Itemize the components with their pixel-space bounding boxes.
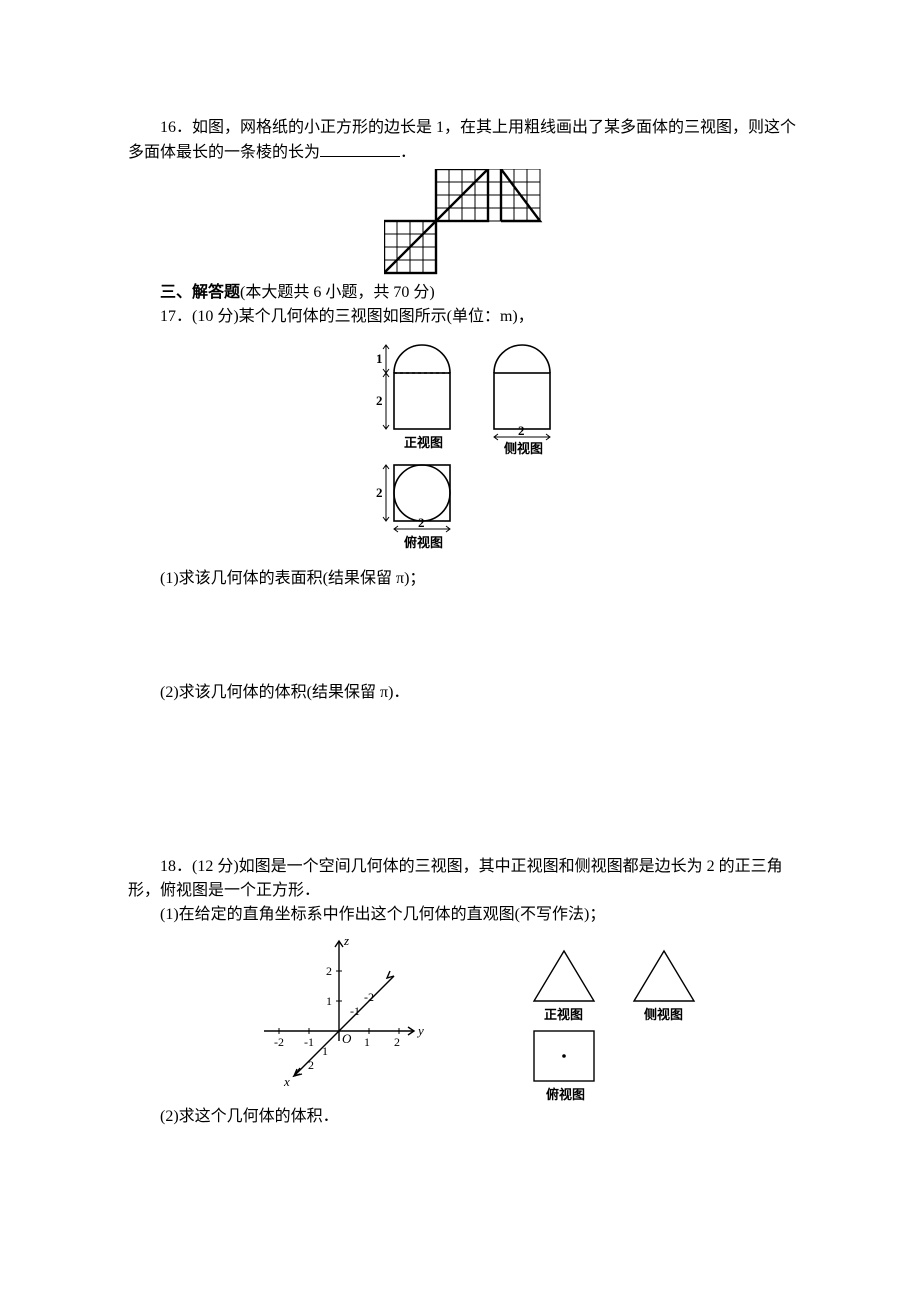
q18-axes: y z x O (264, 933, 424, 1089)
q18-side-label: 侧视图 (644, 1007, 683, 1022)
q17-lead: 17．(10 分)某个几何体的三视图如图所示(单位：m)， (128, 305, 800, 329)
q16-grid-figure (384, 169, 544, 277)
q17-side-dim: 2 (518, 423, 525, 438)
q17-workspace-2 (128, 705, 800, 855)
q16-text: 16．如图，网格纸的小正方形的边长是 1，在其上用粗线画出了某多面体的三视图，则… (128, 116, 800, 165)
q17-side-label: 侧视图 (504, 441, 543, 456)
q17-top-dim-h: 2 (418, 515, 425, 530)
z-tick-2: 2 (326, 964, 332, 978)
x-tick-2: 2 (308, 1058, 314, 1072)
q17-front-label: 正视图 (404, 435, 443, 450)
section3-note: (本大题共 6 小题，共 70 分) (240, 284, 435, 301)
x-tick--2: -2 (364, 990, 374, 1004)
y-tick--2: -2 (274, 1035, 284, 1049)
q18-front-label: 正视图 (544, 1007, 583, 1022)
q17-top-dim-v: 2 (376, 485, 383, 500)
q18-views: 正视图 侧视图 俯视图 (534, 951, 694, 1101)
q18-part2: (2)求这个几何体的体积． (128, 1105, 800, 1129)
x-tick-1: 1 (322, 1044, 328, 1058)
q18-top-label: 俯视图 (546, 1087, 585, 1101)
q17-dim-2: 2 (376, 393, 383, 408)
q17-top-view: 2 2 俯视图 (376, 465, 450, 550)
q17-part1: (1)求该几何体的表面积(结果保留 π)； (128, 567, 800, 591)
q17-top-label: 俯视图 (404, 535, 443, 550)
section3-heading: 三、解答题 (160, 284, 240, 301)
q17-figure: 1 2 正视图 (354, 333, 574, 563)
q18-part1: (1)在给定的直角坐标系中作出这个几何体的直观图(不写作法)； (128, 903, 800, 927)
q17-workspace-1 (128, 591, 800, 681)
q17-part2: (2)求该几何体的体积(结果保留 π)． (128, 681, 800, 705)
q17-dim-1: 1 (376, 351, 383, 366)
q16-text-b: ． (400, 144, 416, 161)
axis-z-label: z (343, 933, 349, 948)
q17-front-view: 1 2 正视图 (376, 345, 450, 450)
q18-figure: y z x O (224, 931, 704, 1101)
y-tick-1: 1 (364, 1035, 370, 1049)
q18-lead: 18．(12 分)如图是一个空间几何体的三视图，其中正视图和侧视图都是边长为 2… (128, 855, 800, 903)
q16-blank (320, 140, 400, 157)
z-tick-1: 1 (326, 994, 332, 1008)
origin-label: O (342, 1031, 352, 1046)
q17-side-view: 2 侧视图 (494, 345, 550, 456)
axis-x-label: x (283, 1074, 290, 1089)
y-tick--1: -1 (304, 1035, 314, 1049)
section3-heading-line: 三、解答题(本大题共 6 小题，共 70 分) (128, 281, 800, 305)
q16-text-a: 16．如图，网格纸的小正方形的边长是 1，在其上用粗线画出了某多面体的三视图，则… (128, 119, 796, 161)
x-tick--1: -1 (350, 1004, 360, 1018)
y-tick-2: 2 (394, 1035, 400, 1049)
axis-y-label: y (416, 1023, 424, 1038)
